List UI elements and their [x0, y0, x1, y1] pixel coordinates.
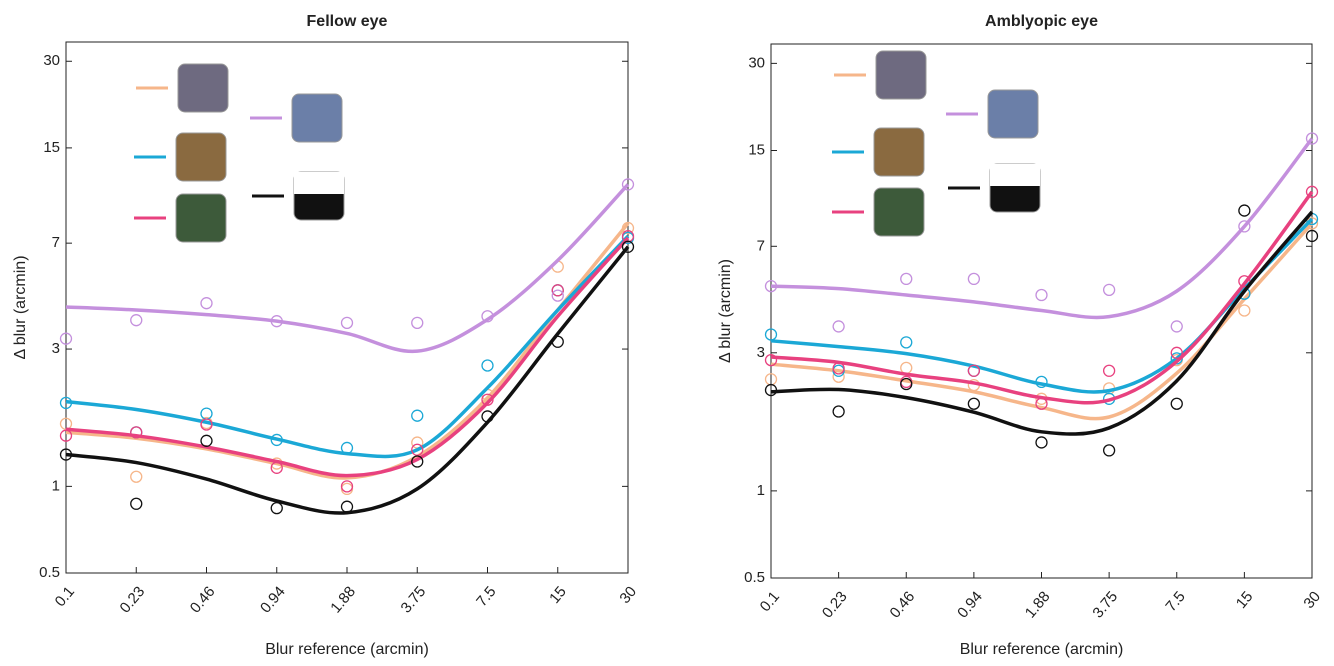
legend-icon [176, 133, 226, 181]
data-point [1104, 365, 1115, 376]
data-point [131, 315, 142, 326]
legend-icon [874, 128, 924, 176]
data-point [271, 503, 282, 514]
x-tick-label: 15 [1233, 588, 1257, 612]
figure: Fellow eye Blur reference (arcmin) Δ blur … [0, 0, 1334, 666]
data-point [131, 498, 142, 509]
legend-icon-top [990, 164, 1040, 186]
chart-title: Amblyopic eye [985, 13, 1098, 30]
x-tick-label: 0.46 [887, 588, 919, 621]
x-tick-label: 0.1 [52, 583, 78, 610]
y-tick-label: 15 [43, 139, 60, 156]
x-tick-label: 0.46 [187, 583, 219, 616]
x-tick-label: 30 [616, 583, 640, 607]
y-tick-label: 15 [748, 141, 765, 158]
data-point [342, 483, 353, 494]
fit-curve [771, 212, 1312, 434]
data-point [901, 273, 912, 284]
data-point [131, 471, 142, 482]
x-tick-label: 0.1 [757, 588, 783, 615]
legend-icon [176, 194, 226, 242]
chart-title: Fellow eye [307, 13, 388, 30]
data-point [968, 398, 979, 409]
y-tick-label: 0.5 [39, 564, 60, 581]
data-point [901, 362, 912, 373]
data-point [833, 406, 844, 417]
data-point [201, 298, 212, 309]
panel: Amblyopic eye Blur reference (arcmin) Δ bl… [717, 13, 1324, 658]
y-axis-label: Δ blur (arcmin) [717, 259, 734, 363]
data-point [1104, 445, 1115, 456]
data-point [1036, 437, 1047, 448]
legend-icon [988, 90, 1038, 138]
data-point [201, 435, 212, 446]
x-tick-label: 0.23 [117, 583, 149, 616]
y-tick-label: 30 [43, 52, 60, 69]
x-tick-label: 7.5 [473, 583, 499, 610]
x-tick-label: 1.88 [1022, 588, 1054, 621]
legend-icon [874, 188, 924, 236]
data-point [901, 337, 912, 348]
x-tick-label: 15 [546, 583, 570, 607]
y-tick-label: 1 [52, 477, 60, 494]
y-axis-label: Δ blur (arcmin) [12, 255, 29, 359]
data-point [1239, 205, 1250, 216]
legend-icon-top [294, 172, 344, 194]
y-tick-label: 30 [748, 54, 765, 71]
y-tick-label: 0.5 [744, 569, 765, 586]
x-axis-label: Blur reference (arcmin) [265, 641, 429, 658]
legend-icon [876, 51, 926, 99]
x-tick-label: 0.23 [819, 588, 851, 621]
y-tick-label: 1 [757, 482, 765, 499]
data-point [1104, 284, 1115, 295]
x-axis-label: Blur reference (arcmin) [960, 641, 1124, 658]
data-point [552, 336, 563, 347]
data-point [833, 321, 844, 332]
x-tick-label: 3.75 [1089, 588, 1121, 621]
fit-curve [66, 247, 628, 513]
data-point [1239, 305, 1250, 316]
x-tick-label: 3.75 [398, 583, 430, 616]
fit-curve [66, 236, 628, 456]
plot-frame [66, 42, 628, 573]
x-tick-label: 30 [1300, 588, 1324, 612]
fit-curve [771, 139, 1312, 318]
y-tick-label: 7 [52, 234, 60, 251]
y-tick-label: 7 [757, 237, 765, 254]
x-tick-label: 7.5 [1162, 588, 1188, 615]
legend-icon [178, 64, 228, 112]
data-point [968, 273, 979, 284]
x-tick-label: 1.88 [327, 583, 359, 616]
data-point [1171, 321, 1182, 332]
panel: Fellow eye Blur reference (arcmin) Δ blur … [12, 13, 640, 658]
x-tick-label: 0.94 [257, 583, 289, 616]
data-point [342, 442, 353, 453]
data-point [482, 360, 493, 371]
data-point [342, 317, 353, 328]
data-point [342, 501, 353, 512]
y-tick-label: 3 [757, 344, 765, 361]
data-point [412, 317, 423, 328]
data-point [1171, 398, 1182, 409]
data-point [412, 410, 423, 421]
legend-icon [292, 94, 342, 142]
data-point [342, 481, 353, 492]
y-tick-label: 3 [52, 340, 60, 357]
x-tick-label: 0.94 [954, 588, 986, 621]
data-point [1036, 290, 1047, 301]
